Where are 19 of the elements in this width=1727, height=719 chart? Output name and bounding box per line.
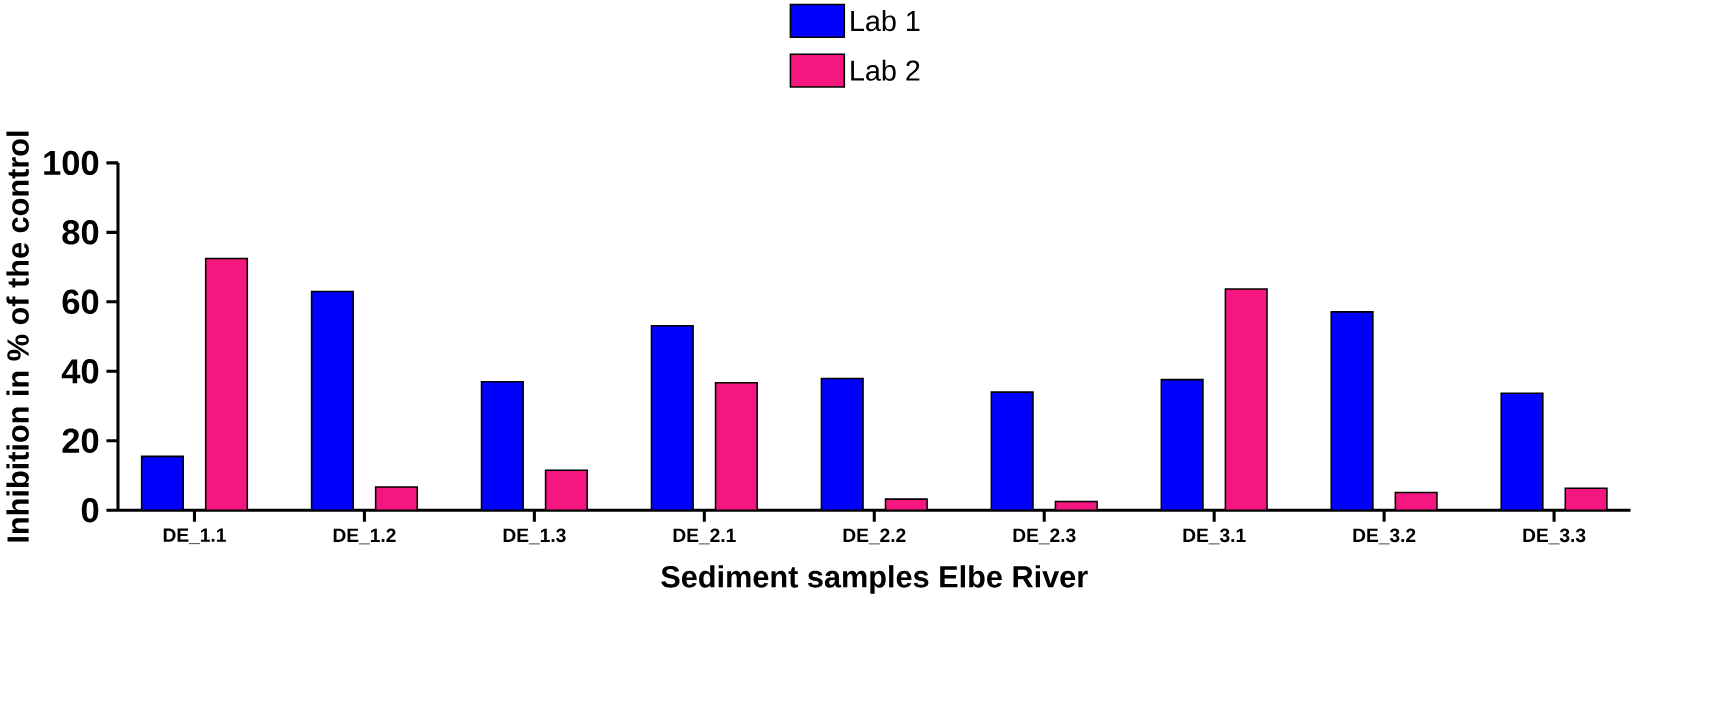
y-tick-label: 0 [81, 498, 99, 523]
y-axis-title: Inhibition in % of the control [6, 131, 29, 542]
legend-label: Lab 2 [851, 59, 920, 81]
x-tick-label: DE_2.3 [1013, 528, 1076, 545]
x-tick-label: DE_3.2 [1353, 528, 1416, 545]
y-tick-label: 20 [62, 428, 99, 454]
x-tick-label: DE_1.2 [333, 528, 396, 545]
y-tick-label: 60 [62, 289, 99, 315]
x-tick-label: DE_3.1 [1183, 528, 1246, 545]
x-tick-label: DE_1.3 [503, 528, 566, 545]
y-tick-label: 100 [44, 150, 99, 176]
x-tick-label: DE_1.1 [163, 528, 226, 545]
x-axis-title: Sediment samples Elbe River [661, 565, 1088, 594]
x-tick-label: DE_2.1 [673, 528, 736, 545]
y-tick-label: 80 [62, 220, 99, 245]
legend-label: Lab 1 [851, 10, 920, 32]
x-tick-label: DE_3.3 [1523, 528, 1586, 545]
y-tick-label: 40 [61, 359, 99, 384]
x-tick-label: DE_2.2 [843, 528, 906, 545]
